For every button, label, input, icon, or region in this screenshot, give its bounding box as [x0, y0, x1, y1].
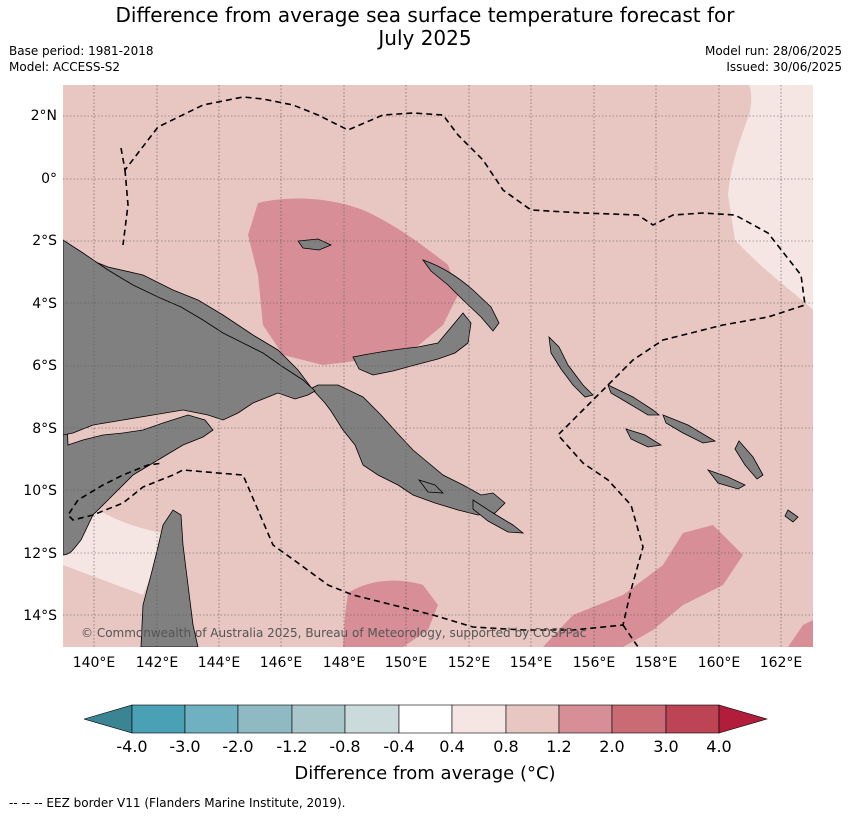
title-line-1: Difference from average sea surface temp…: [115, 3, 735, 27]
land-malaita: [734, 440, 764, 480]
lat-tick-6s: 6°S: [32, 358, 57, 374]
footnote: -- -- -- EEZ border V11 (Flanders Marine…: [9, 796, 346, 810]
warm-anomaly-south-1: [343, 580, 438, 647]
lon-tick-162e: 162°E: [759, 655, 803, 671]
land-rennell: [784, 509, 799, 523]
lat-tick-4s: 4°S: [32, 296, 57, 312]
meta-right: Model run: 28/06/2025 Issued: 30/06/2025: [705, 43, 842, 75]
lon-tick-140e: 140°E: [72, 655, 116, 671]
lat-tick-10s: 10°S: [23, 483, 57, 499]
colorbar-label: -3.0: [169, 737, 201, 756]
lon-tick-146e: 146°E: [259, 655, 303, 671]
lon-tick-152e: 152°E: [447, 655, 491, 671]
lon-tick-154e: 154°E: [509, 655, 553, 671]
warm-anomaly-south-2: [543, 525, 743, 647]
model-run: Model run: 28/06/2025: [704, 44, 842, 58]
land-new-britain: [352, 312, 472, 376]
colorbar-label: 1.2: [546, 737, 572, 756]
colorbar: [84, 704, 768, 734]
colorbar-bin: [451, 704, 507, 734]
colorbar-label: 3.0: [653, 737, 679, 756]
colorbar-bin: [558, 704, 613, 734]
warm-anomaly-north: [248, 198, 458, 365]
land-manus: [297, 238, 332, 251]
colorbar-bin: [611, 704, 667, 734]
warm-anomaly-se: [788, 620, 813, 647]
land-cape-york: [140, 509, 199, 647]
colorbar-label: -0.8: [329, 737, 361, 756]
colorbar-title: Difference from average (°C): [294, 763, 556, 784]
model-name: Model: ACCESS-S2: [9, 60, 121, 74]
lon-tick-158e: 158°E: [634, 655, 678, 671]
lat-tick-2n: 2°N: [30, 108, 57, 124]
issued-date: Issued: 30/06/2025: [726, 60, 842, 74]
lat-tick-12s: 12°S: [23, 546, 57, 562]
eez-border: [66, 96, 806, 647]
colorbar-bin: [665, 704, 720, 734]
lon-tick-150e: 150°E: [384, 655, 428, 671]
title-line-2: July 2025: [378, 26, 472, 50]
lat-tick-0: 0°: [41, 171, 57, 187]
lat-tick-8s: 8°S: [32, 421, 57, 437]
land-santa-isabel: [662, 414, 717, 444]
chart-title: Difference from average sea surface temp…: [0, 4, 850, 50]
meta-left: Base period: 1981-2018 Model: ACCESS-S2: [9, 43, 154, 75]
map-canvas: [63, 85, 813, 647]
lon-tick-142e: 142°E: [135, 655, 179, 671]
colorbar-bin: [131, 704, 186, 734]
copyright-notice: © Commonwealth of Australia 2025, Bureau…: [81, 626, 587, 640]
grid-lines: [63, 85, 813, 647]
colorbar-bin: [505, 704, 560, 734]
colorbar-label: 0.4: [439, 737, 465, 756]
colorbar-label: 4.0: [706, 737, 732, 756]
land-d-entrecasteaux: [417, 479, 445, 494]
colorbar-label: 2.0: [599, 737, 625, 756]
land-new-guinea-main: [63, 239, 316, 436]
colorbar-label: -0.4: [383, 737, 415, 756]
lat-tick-2s: 2°S: [32, 233, 57, 249]
colorbar-label: -1.2: [276, 737, 308, 756]
lon-tick-148e: 148°E: [322, 655, 366, 671]
land-guadalcanal: [625, 428, 663, 448]
colorbar-bin: [398, 704, 453, 734]
colorbar-bin: [237, 704, 293, 734]
lon-tick-144e: 144°E: [197, 655, 241, 671]
lon-tick-160e: 160°E: [697, 655, 741, 671]
base-period: Base period: 1981-2018: [9, 44, 154, 58]
lon-tick-156e: 156°E: [572, 655, 616, 671]
colorbar-label: -2.0: [222, 737, 254, 756]
land-new-ireland: [421, 259, 500, 332]
colorbar-label: 0.8: [493, 737, 519, 756]
colorbar-under-arrow: [84, 704, 133, 734]
colorbar-bin: [291, 704, 346, 734]
lat-tick-14s: 14°S: [23, 608, 57, 624]
sst-map: [63, 85, 813, 647]
colorbar-bin: [344, 704, 400, 734]
colorbar-over-arrow: [718, 704, 768, 734]
colorbar-bin: [184, 704, 239, 734]
land-makira: [706, 469, 746, 490]
land-bougainville: [548, 335, 594, 398]
land-choiseul: [607, 384, 661, 416]
colorbar-label: -4.0: [116, 737, 148, 756]
land-louisiade: [472, 499, 525, 534]
pale-anomaly-ne: [728, 85, 813, 310]
